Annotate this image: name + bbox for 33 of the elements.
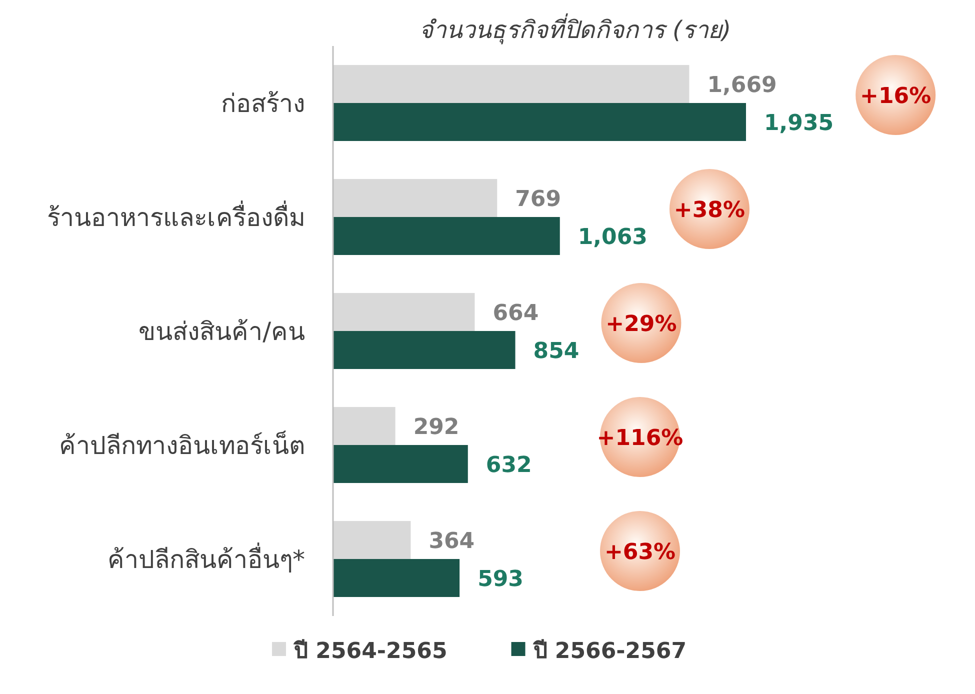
annotation: +63% xyxy=(604,540,676,565)
data-label: 854 xyxy=(533,339,580,364)
bar xyxy=(333,445,468,483)
bar xyxy=(333,103,746,141)
annotation: +38% xyxy=(674,198,746,223)
data-label: 664 xyxy=(492,301,539,326)
data-label: 1,935 xyxy=(764,111,834,136)
data-label: 364 xyxy=(428,529,475,554)
bar xyxy=(333,559,460,597)
annotation: +29% xyxy=(606,312,677,337)
data-label: 632 xyxy=(486,453,532,478)
legend-label: ปี 2564-2565 xyxy=(293,639,448,664)
y-tick-label: ร้านอาหารและเครื่องดื่ม xyxy=(47,200,305,232)
bar xyxy=(333,407,396,445)
chart-title: จำนวนธุรกิจที่ปิดกิจการ (ราย) xyxy=(418,13,732,45)
text: +16% xyxy=(860,84,932,109)
data-label: 292 xyxy=(413,415,460,440)
data-label: 593 xyxy=(478,567,524,592)
data-label: 1,669 xyxy=(707,73,777,98)
y-tick-label: ขนส่งสินค้า/คน xyxy=(138,317,305,346)
data-label: 769 xyxy=(515,187,562,212)
bar xyxy=(333,331,516,369)
annotation: +116% xyxy=(596,426,684,451)
bar xyxy=(333,217,560,255)
y-tick-label: ก่อสร้าง xyxy=(221,89,305,118)
bar xyxy=(333,521,411,559)
y-tick-label: ค้าปลีกทางอินเทอร์เน็ต xyxy=(59,430,305,460)
y-tick-label: ค้าปลีกสินค้าอื่นๆ* xyxy=(108,542,305,574)
bar xyxy=(333,179,498,217)
data-label: 1,063 xyxy=(578,225,648,250)
bar xyxy=(333,293,475,331)
bar xyxy=(333,65,690,103)
legend-label: ปี 2566-2567 xyxy=(532,639,687,664)
